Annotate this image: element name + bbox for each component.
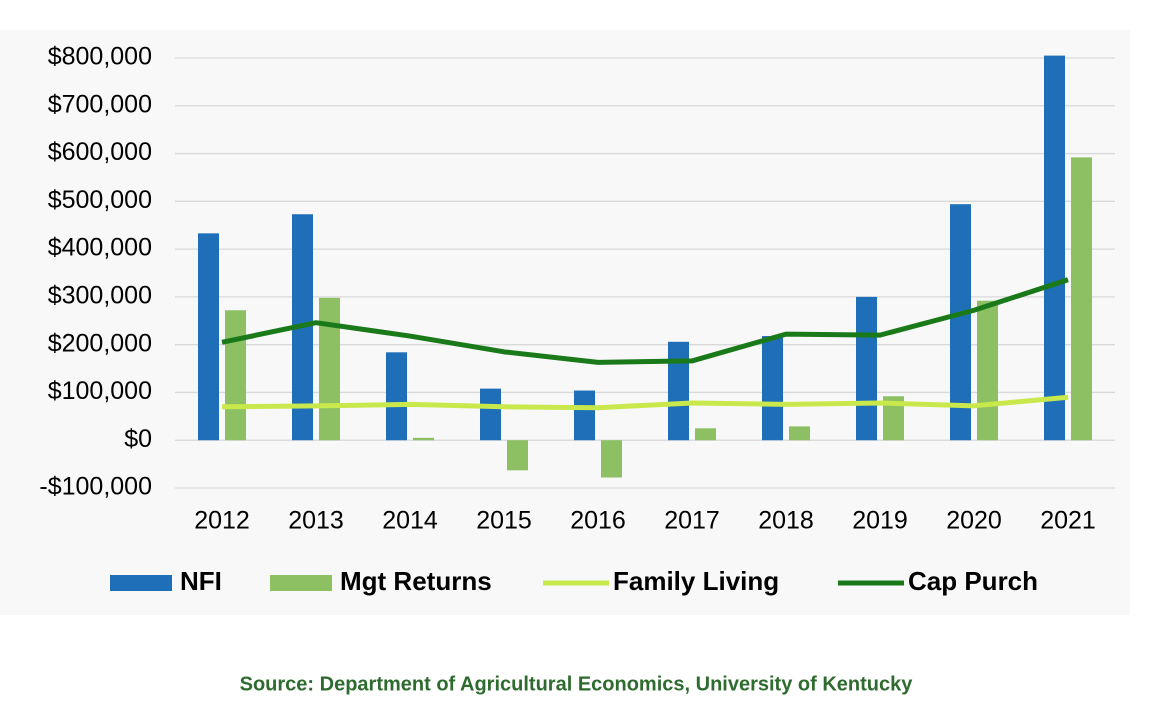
bar <box>695 428 716 441</box>
y-tick-label: -$100,000 <box>39 473 152 501</box>
y-tick-label: $300,000 <box>48 281 152 309</box>
bar <box>883 396 904 441</box>
x-tick-label: 2019 <box>852 507 908 535</box>
y-tick-label: $200,000 <box>48 329 152 357</box>
bar <box>574 390 595 441</box>
bar <box>762 336 783 441</box>
bar <box>198 233 219 441</box>
y-tick-label: $800,000 <box>48 43 152 71</box>
legend-swatch <box>110 575 172 591</box>
bar <box>225 310 246 441</box>
line-series <box>221 394 1069 411</box>
bar <box>319 297 340 441</box>
bar <box>856 296 877 441</box>
bar <box>601 440 622 478</box>
x-tick-label: 2021 <box>1040 507 1096 535</box>
x-tick-label: 2016 <box>570 507 626 535</box>
legend-swatch <box>270 575 332 591</box>
x-tick-label: 2018 <box>758 507 814 535</box>
y-tick-label: $400,000 <box>48 234 152 262</box>
bar <box>480 388 501 441</box>
x-tick-label: 2020 <box>946 507 1002 535</box>
chart-background <box>0 30 1130 615</box>
bar <box>668 341 689 441</box>
bar <box>507 440 528 471</box>
x-tick-label: 2017 <box>664 507 720 535</box>
bar <box>386 352 407 441</box>
y-tick-label: $100,000 <box>48 377 152 405</box>
x-tick-label: 2015 <box>476 507 532 535</box>
legend-label: Family Living <box>613 566 779 596</box>
bar <box>413 437 434 441</box>
bar <box>1071 157 1092 441</box>
bar <box>977 300 998 441</box>
bar <box>789 426 810 441</box>
x-tick-label: 2013 <box>288 507 344 535</box>
bar <box>1044 55 1065 441</box>
y-tick-label: $700,000 <box>48 90 152 118</box>
bar <box>950 204 971 441</box>
y-tick-label: $600,000 <box>48 138 152 166</box>
legend-label: NFI <box>180 566 222 596</box>
y-tick-label: $0 <box>124 425 152 453</box>
legend-label: Mgt Returns <box>340 566 492 596</box>
x-tick-label: 2014 <box>382 507 438 535</box>
source-note: Source: Department of Agricultural Econo… <box>240 673 914 695</box>
x-tick-label: 2012 <box>194 507 250 535</box>
y-tick-label: $500,000 <box>48 186 152 214</box>
line-series <box>221 277 1069 365</box>
legend-label: Cap Purch <box>908 566 1038 596</box>
